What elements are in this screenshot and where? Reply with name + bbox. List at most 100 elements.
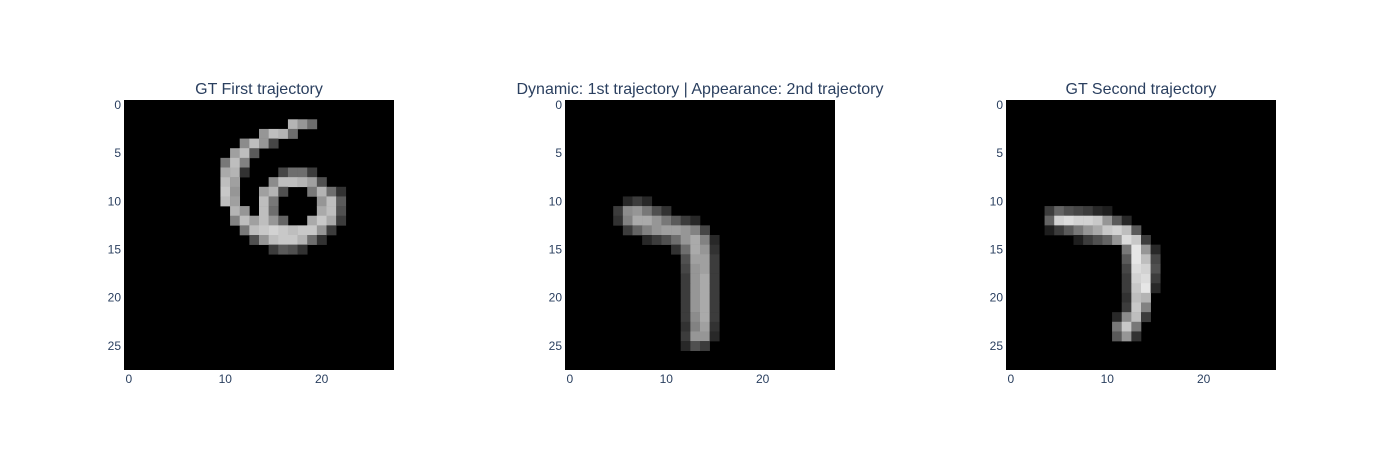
heatmap-cell — [622, 196, 633, 207]
heatmap-cell — [336, 206, 347, 217]
heatmap-cell — [1131, 312, 1142, 323]
x-tick-label: 20 — [315, 372, 329, 386]
heatmap-cell — [326, 206, 337, 217]
heatmap-cell — [680, 215, 691, 226]
heatmap-cell — [690, 321, 701, 332]
heatmap-cell — [661, 225, 672, 236]
y-tick-label: 15 — [108, 242, 122, 256]
y-tick-label: 25 — [990, 339, 1004, 353]
heatmap-cell — [268, 128, 279, 139]
heatmap-cell — [1063, 225, 1074, 236]
heatmap-cell — [1121, 235, 1132, 245]
heatmap-cell — [671, 235, 682, 245]
heatmap-cell — [316, 235, 327, 245]
heatmap-cell — [1121, 321, 1132, 332]
heatmap-cell — [220, 177, 231, 188]
heatmap-cell — [1121, 292, 1132, 303]
heatmap-cell — [268, 244, 279, 255]
heatmap-cell — [1102, 225, 1113, 236]
heatmap-cell — [1054, 206, 1065, 217]
heatmap-cell — [1121, 263, 1132, 274]
heatmap-cell — [1150, 273, 1161, 284]
heatmap-cell — [297, 235, 308, 245]
heatmap-cell — [680, 225, 691, 236]
heatmap-cell — [239, 225, 250, 236]
heatmap-cell — [230, 215, 241, 226]
heatmap-cell — [613, 215, 624, 226]
heatmap-cell — [287, 128, 298, 139]
heatmap-cell — [709, 292, 720, 303]
heatmap-cell — [287, 244, 298, 255]
heatmap-cell — [278, 186, 289, 197]
heatmap-cell — [700, 321, 710, 332]
heatmap-cell — [690, 312, 701, 323]
heatmap-cell — [1131, 331, 1142, 342]
heatmap-cell — [307, 235, 318, 245]
heatmap-cell — [690, 292, 701, 303]
heatmap-cell — [249, 235, 260, 245]
heatmap-cell — [297, 167, 308, 178]
heatmap-cell — [709, 235, 720, 245]
heatmap-cell — [632, 215, 643, 226]
heatmap-cell — [1102, 215, 1113, 226]
heatmap-cell — [326, 186, 337, 197]
heatmap-cell — [1121, 312, 1132, 323]
heatmap-cell — [1063, 215, 1074, 226]
heatmap-cell — [1141, 244, 1151, 255]
heatmap-cell — [680, 302, 691, 313]
x-tick-label: 0 — [566, 372, 573, 386]
heatmap-cell — [1121, 283, 1132, 294]
heatmap-cell — [642, 225, 653, 236]
y-tick-label: 20 — [990, 291, 1004, 305]
heatmap-cell — [1121, 254, 1132, 265]
y-tick-label: 20 — [108, 291, 122, 305]
heatmap-cell — [287, 177, 298, 188]
heatmap-cell — [690, 225, 701, 236]
heatmap-cell — [700, 244, 710, 255]
heatmap-cell — [268, 235, 279, 245]
heatmap-cell — [709, 321, 720, 332]
heatmap-cell — [1150, 254, 1161, 265]
heatmap-cell — [1083, 206, 1094, 217]
heatmap-cell — [1112, 331, 1123, 342]
heatmap-cell — [326, 196, 337, 207]
heatmap-cell — [1131, 263, 1142, 274]
y-tick-label: 0 — [114, 98, 121, 112]
heatmap-cell — [230, 157, 241, 168]
heatmap-cell — [690, 283, 701, 294]
heatmap-cell — [239, 157, 250, 168]
heatmap-cell — [1131, 283, 1142, 294]
x-tick-label: 10 — [660, 372, 674, 386]
heatmap-cell — [268, 225, 279, 236]
heatmap-cell — [680, 235, 691, 245]
y-tick-label: 15 — [990, 242, 1004, 256]
heatmap-cell — [1131, 292, 1142, 303]
heatmap-cell — [230, 206, 241, 217]
heatmap-cell — [1044, 206, 1055, 217]
heatmap-cell — [661, 235, 672, 245]
heatmap-cell — [278, 167, 289, 178]
heatmap-cell — [316, 215, 327, 226]
heatmap-cell — [709, 312, 720, 323]
heatmap-cell — [1150, 263, 1161, 274]
x-tick-label: 0 — [125, 372, 132, 386]
heatmap-cell — [680, 254, 691, 265]
heatmap-cell — [268, 177, 279, 188]
heatmap-cell — [700, 292, 710, 303]
heatmap-cell — [680, 283, 691, 294]
heatmap-cell — [307, 119, 318, 130]
heatmap-cell — [1121, 225, 1132, 236]
heatmap-cell — [230, 167, 241, 178]
heatmap-cell — [1150, 244, 1161, 255]
heatmap-cell — [690, 331, 701, 342]
heatmap-cell — [1102, 235, 1113, 245]
heatmap-cell — [680, 244, 691, 255]
y-tick-label: 20 — [549, 291, 563, 305]
heatmap-cell — [651, 215, 662, 226]
heatmap-cell — [239, 138, 250, 149]
heatmap-cell — [239, 148, 250, 159]
y-tick-label: 25 — [108, 339, 122, 353]
heatmap-cell — [709, 244, 720, 255]
heatmap-cell — [259, 206, 269, 217]
heatmap-cell — [709, 331, 720, 342]
